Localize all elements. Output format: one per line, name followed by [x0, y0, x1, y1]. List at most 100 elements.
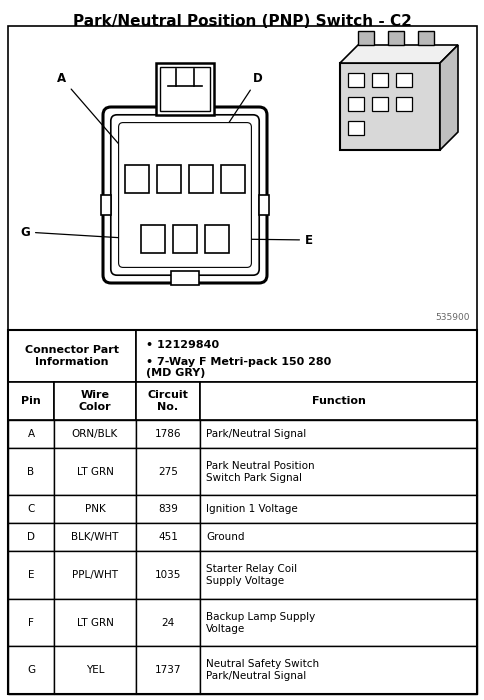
FancyBboxPatch shape: [119, 122, 251, 267]
Text: Pin: Pin: [21, 396, 41, 406]
Text: 1035: 1035: [154, 570, 181, 580]
Text: BLK/WHT: BLK/WHT: [71, 533, 119, 542]
Bar: [157, 165, 181, 193]
Text: Ground: Ground: [206, 533, 244, 542]
Bar: [54, 382, 136, 420]
Text: 24: 24: [161, 617, 174, 628]
Bar: [199, 496, 476, 524]
Text: E: E: [231, 234, 312, 246]
Bar: [371, 97, 387, 111]
Bar: [189, 165, 212, 193]
Polygon shape: [439, 45, 457, 150]
Bar: [54, 552, 136, 599]
Bar: [136, 330, 476, 382]
Bar: [348, 97, 363, 111]
Bar: [141, 225, 165, 253]
Bar: [136, 382, 199, 420]
Text: Function: Function: [311, 396, 364, 406]
Text: PNK: PNK: [84, 505, 105, 514]
Text: A: A: [28, 429, 34, 439]
Bar: [8, 599, 54, 647]
Text: Neutral Safety Switch
Park/Neutral Signal: Neutral Safety Switch Park/Neutral Signa…: [206, 659, 318, 681]
Bar: [136, 448, 199, 496]
Bar: [357, 31, 373, 45]
Bar: [54, 448, 136, 496]
Text: 275: 275: [158, 467, 178, 477]
Bar: [156, 63, 213, 115]
Bar: [101, 195, 111, 215]
Bar: [199, 647, 476, 694]
Bar: [348, 121, 363, 135]
Bar: [173, 225, 197, 253]
Polygon shape: [339, 45, 457, 63]
Bar: [199, 420, 476, 448]
Bar: [199, 524, 476, 552]
FancyBboxPatch shape: [110, 115, 258, 275]
Text: G: G: [27, 665, 35, 676]
Bar: [136, 599, 199, 647]
Bar: [8, 496, 54, 524]
Text: YEL: YEL: [86, 665, 104, 676]
Text: F: F: [28, 617, 34, 628]
Bar: [199, 552, 476, 599]
Text: Connector Part
Information: Connector Part Information: [25, 345, 119, 367]
Bar: [8, 382, 54, 420]
Bar: [8, 524, 54, 552]
Text: E: E: [28, 570, 34, 580]
Text: • 7-Way F Metri-pack 150 280
(MD GRY): • 7-Way F Metri-pack 150 280 (MD GRY): [146, 356, 331, 378]
Text: D: D: [27, 533, 35, 542]
Bar: [54, 496, 136, 524]
Bar: [136, 420, 199, 448]
Text: Circuit
No.: Circuit No.: [147, 390, 188, 412]
Text: 535900: 535900: [435, 313, 469, 322]
Bar: [205, 225, 228, 253]
Bar: [395, 97, 411, 111]
Bar: [54, 599, 136, 647]
Bar: [125, 165, 149, 193]
Text: 1737: 1737: [154, 665, 181, 676]
Bar: [136, 552, 199, 599]
Bar: [199, 382, 476, 420]
Text: PPL/WHT: PPL/WHT: [72, 570, 118, 580]
Bar: [417, 31, 433, 45]
Text: LT GRN: LT GRN: [76, 617, 113, 628]
Text: Starter Relay Coil
Supply Voltage: Starter Relay Coil Supply Voltage: [206, 564, 297, 586]
Bar: [371, 73, 387, 87]
FancyBboxPatch shape: [103, 107, 267, 283]
Bar: [136, 647, 199, 694]
Bar: [221, 165, 244, 193]
Bar: [348, 73, 363, 87]
Text: 451: 451: [158, 533, 178, 542]
Text: C: C: [27, 505, 35, 514]
Text: A: A: [57, 72, 135, 163]
Text: LT GRN: LT GRN: [76, 467, 113, 477]
Bar: [171, 271, 198, 285]
Text: Park Neutral Position
Switch Park Signal: Park Neutral Position Switch Park Signal: [206, 461, 314, 482]
Bar: [136, 496, 199, 524]
Bar: [54, 647, 136, 694]
Bar: [8, 647, 54, 694]
Bar: [8, 330, 136, 382]
Text: ORN/BLK: ORN/BLK: [72, 429, 118, 439]
Bar: [395, 73, 411, 87]
Bar: [54, 524, 136, 552]
Bar: [8, 26, 476, 330]
Bar: [258, 195, 269, 215]
Text: Backup Lamp Supply
Voltage: Backup Lamp Supply Voltage: [206, 612, 315, 634]
Text: Wire
Color: Wire Color: [78, 390, 111, 412]
Bar: [8, 448, 54, 496]
Text: D: D: [202, 72, 262, 162]
Text: Park/Neutral Signal: Park/Neutral Signal: [206, 429, 305, 439]
Text: 1786: 1786: [154, 429, 181, 439]
Text: 839: 839: [158, 505, 178, 514]
Bar: [8, 330, 476, 694]
Bar: [199, 599, 476, 647]
Text: Park/Neutral Position (PNP) Switch - C2: Park/Neutral Position (PNP) Switch - C2: [73, 14, 410, 29]
Text: Ignition 1 Voltage: Ignition 1 Voltage: [206, 505, 297, 514]
Bar: [339, 63, 439, 150]
Bar: [136, 524, 199, 552]
Bar: [160, 67, 210, 111]
Bar: [54, 420, 136, 448]
Bar: [199, 448, 476, 496]
Text: B: B: [28, 467, 34, 477]
